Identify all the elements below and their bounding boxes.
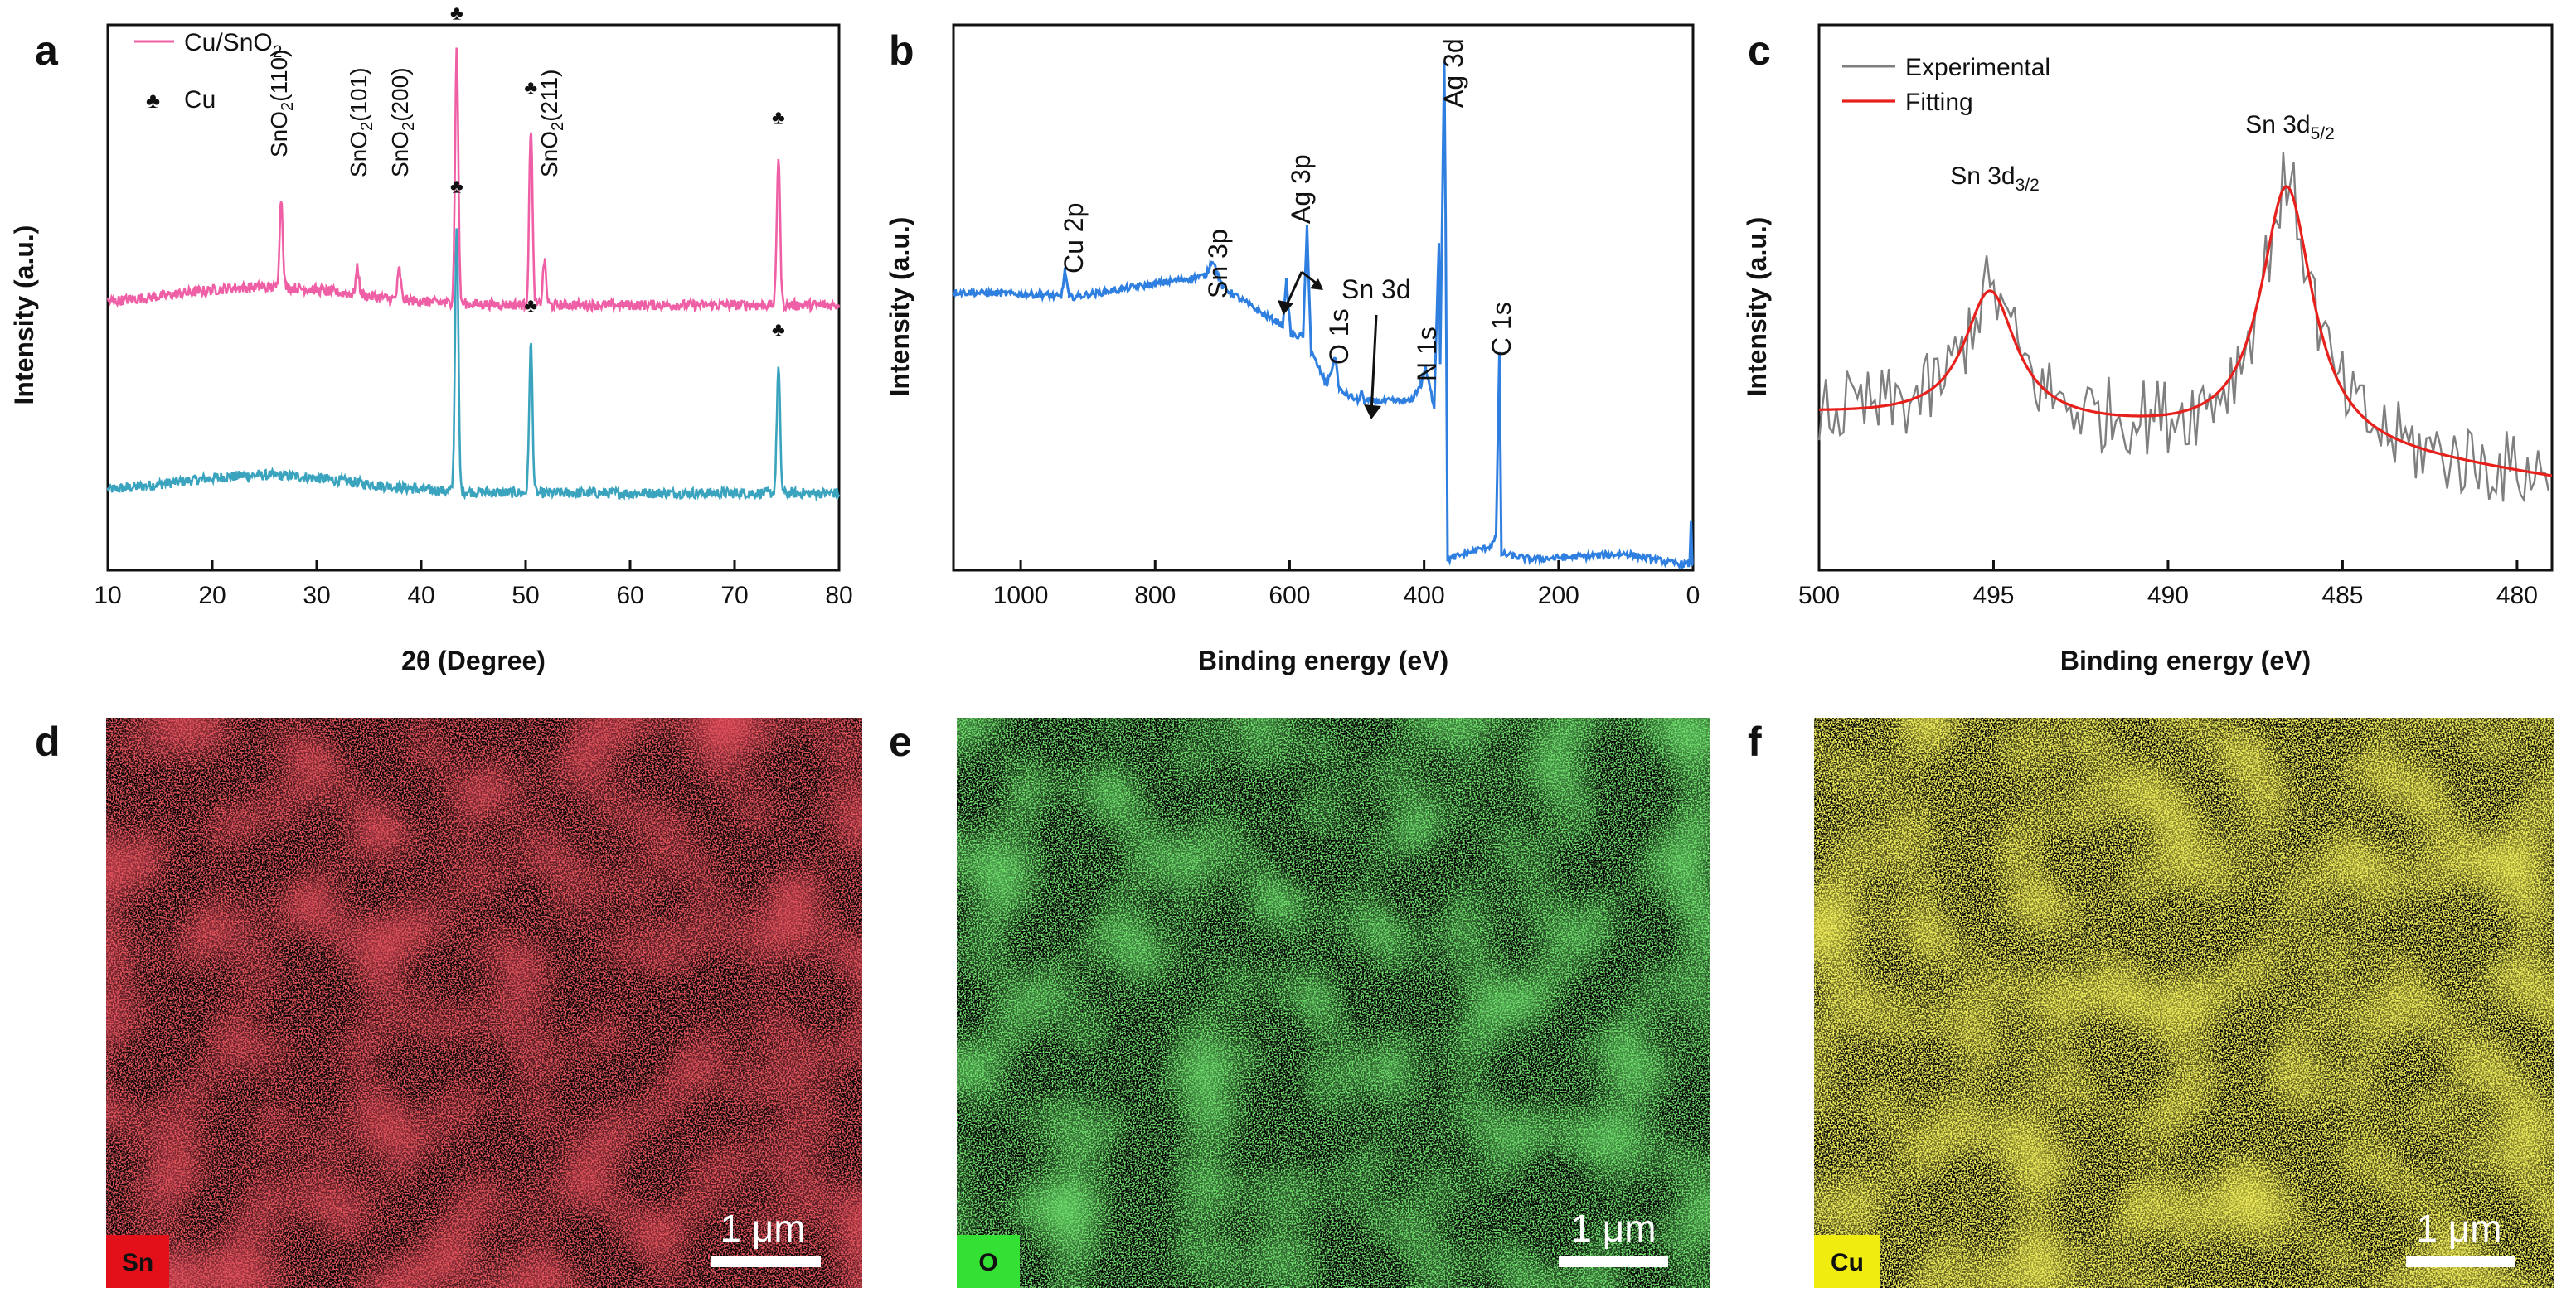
cu-markers-a: ♣ ♣ ♣ ♣ ♣ ♣ — [450, 2, 785, 341]
scale-bar-e — [1559, 1256, 1668, 1267]
scale-bar-d — [711, 1256, 821, 1267]
cu-marker: ♣ — [772, 318, 785, 341]
y-axis-title-b: Intensity (a.u.) — [885, 217, 914, 397]
x-tick-label: 500 — [1798, 582, 1840, 609]
panel-e: e O 1 μm — [889, 718, 1710, 1288]
panel-c: c 500 495 490 485 480 Sn 3d3/2 Sn 3d5/2 Exper… — [1742, 23, 2554, 675]
x-tick-label: 800 — [1134, 582, 1176, 609]
peak-annotations-a: SnO2(110) SnO2(101) SnO2(200) SnO2(211) — [266, 50, 567, 177]
peak-label: Ag 3p — [1286, 154, 1316, 224]
arrow-head-ag-3p-left — [1278, 300, 1293, 315]
series-line-cu-sno2 — [106, 47, 841, 314]
panel-letter-a: a — [35, 27, 59, 74]
x-tick-label: 70 — [720, 582, 748, 609]
panel-a: a 10 20 30 40 50 60 70 80 SnO2(110)SnO2(101)SnO… — [9, 2, 853, 675]
arrow-sn-3d — [1370, 314, 1378, 415]
legend-label-cu: Cu — [184, 86, 216, 114]
scale-bar-label-f: 1 μm — [2416, 1207, 2501, 1250]
peak-annotations-c: Sn 3d3/2 Sn 3d5/2 — [1950, 111, 2335, 195]
series-line-experimental — [1817, 152, 2549, 503]
series-line-fitting — [1819, 185, 2553, 477]
x-tick-label: 490 — [2147, 582, 2189, 609]
x-tick-label: 60 — [616, 582, 643, 609]
panel-letter-d: d — [35, 719, 61, 765]
element-tag-cu — [1814, 1235, 1880, 1288]
peak-label: Cu 2p — [1059, 203, 1089, 274]
element-tag-label-cu: Cu — [1831, 1249, 1864, 1276]
eds-map-sn — [106, 718, 862, 1288]
x-tick-label: 30 — [303, 582, 330, 609]
x-tick-label: 1000 — [993, 582, 1049, 609]
x-tick-label: 10 — [94, 582, 121, 609]
x-tick-label: 20 — [198, 582, 226, 609]
panel-f: f Cu 1 μm — [1748, 718, 2554, 1288]
legend-c: Experimental Fitting — [1842, 54, 2050, 116]
peak-label: SnO2(200) — [387, 67, 418, 177]
x-tick-label: 600 — [1269, 582, 1310, 609]
panel-d: d Sn 1 μm — [35, 718, 862, 1288]
x-axis-title-a: 2θ (Degree) — [401, 646, 546, 675]
x-axis-ticks-a: 10 20 30 40 50 60 70 80 — [94, 560, 853, 609]
x-axis-title-c: Binding energy (eV) — [2060, 646, 2311, 675]
x-tick-label: 400 — [1404, 582, 1445, 609]
x-tick-label: 480 — [2496, 582, 2538, 609]
legend-label-cu-sno2: Cu/SnO2 — [184, 29, 282, 61]
series-line-survey — [952, 60, 1694, 570]
legend-marker-cu: ♣ — [146, 88, 160, 113]
arrow-head-sn-3d — [1364, 404, 1381, 419]
panel-b: b 1000 800 600 400 200 0 Cu 2p Sn 3p Ag 3p Sn 3d… — [885, 23, 1700, 675]
panel-letter-e: e — [889, 719, 912, 765]
x-tick-label: 200 — [1538, 582, 1579, 609]
peak-label: Sn 3d5/2 — [2245, 111, 2335, 143]
series-line-cu — [106, 228, 841, 502]
arrow-head-ag-3p-right — [1310, 278, 1323, 290]
x-tick-label: 495 — [1972, 582, 2014, 609]
cu-marker: ♣ — [524, 295, 537, 317]
element-tag-sn — [106, 1235, 169, 1288]
peak-label: Ag 3d — [1438, 38, 1468, 108]
panel-letter-f: f — [1748, 719, 1762, 765]
plot-frame-c — [1817, 23, 2554, 572]
x-axis-title-b: Binding energy (eV) — [1198, 646, 1448, 675]
peak-label: Sn 3p — [1203, 229, 1233, 298]
cu-marker: ♣ — [524, 77, 537, 99]
panel-letter-c: c — [1748, 27, 1771, 74]
scale-bar-label-d: 1 μm — [720, 1207, 805, 1250]
element-tag-label-o: O — [978, 1249, 997, 1276]
x-tick-label: 50 — [512, 582, 539, 609]
eds-map-o — [957, 718, 1710, 1288]
peak-label: C 1s — [1487, 302, 1516, 356]
legend-a: Cu/SnO2 ♣ Cu — [134, 29, 282, 114]
eds-map-cu — [1814, 718, 2554, 1288]
peak-label: O 1s — [1324, 308, 1354, 365]
x-tick-label: 40 — [407, 582, 434, 609]
scale-bar-label-e: 1 μm — [1570, 1207, 1656, 1250]
legend-label-experimental: Experimental — [1905, 54, 2050, 81]
plot-frame-b — [952, 23, 1695, 572]
x-tick-label: 485 — [2321, 582, 2363, 609]
panel-letter-b: b — [889, 27, 914, 74]
element-tag-o — [957, 1235, 1020, 1288]
legend-label-fitting: Fitting — [1905, 89, 1973, 116]
peak-label: SnO2(110) — [266, 50, 297, 157]
cu-marker: ♣ — [450, 176, 463, 198]
peak-label: SnO2(211) — [536, 70, 567, 177]
scale-bar-f — [2406, 1256, 2515, 1267]
plot-frame-a — [106, 23, 841, 572]
peak-annotations-b: Cu 2p Sn 3p Ag 3p Sn 3d O 1s N 1s Ag 3d C 1s — [1059, 38, 1516, 419]
x-axis-ticks-b: 1000 800 600 400 200 0 — [993, 560, 1700, 609]
cu-marker: ♣ — [450, 2, 463, 25]
y-axis-title-c: Intensity (a.u.) — [1742, 217, 1772, 397]
y-axis-title-a: Intensity (a.u.) — [9, 225, 39, 405]
arrow-ag-3p-right — [1301, 270, 1317, 285]
x-tick-label: 80 — [825, 582, 852, 609]
peak-label: N 1s — [1412, 327, 1442, 381]
peak-label: Sn 3d — [1341, 274, 1411, 304]
element-tag-label-sn: Sn — [122, 1249, 153, 1276]
cu-marker: ♣ — [772, 107, 785, 129]
x-tick-label: 0 — [1686, 582, 1700, 609]
x-axis-ticks-c: 500 495 490 485 480 — [1798, 560, 2538, 609]
peak-label: Sn 3d3/2 — [1950, 162, 2040, 195]
peak-label: SnO2(101) — [346, 67, 376, 177]
